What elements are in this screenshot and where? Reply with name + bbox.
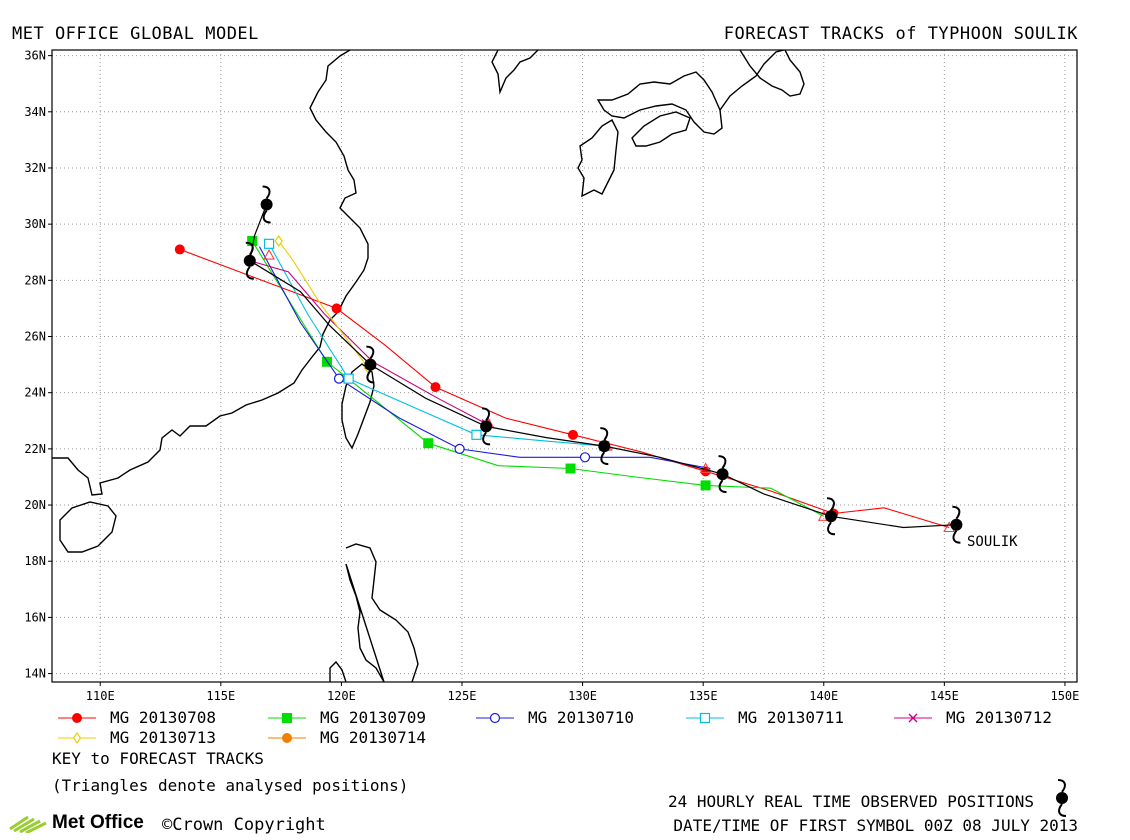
observed-track-line [249, 204, 957, 529]
forecast-point [565, 463, 576, 474]
observed-track [243, 185, 963, 544]
forecast-point [331, 303, 342, 314]
philippines-south-coastline [329, 660, 347, 682]
luzon-coastline [345, 543, 419, 682]
honshu-north-coastline [719, 50, 785, 111]
lon-tick-label: 110E [86, 689, 115, 703]
typhoon-symbol-icon [1056, 779, 1068, 817]
crown-copyright: ©Crown Copyright [162, 815, 326, 835]
typhoon-symbol-icon [825, 497, 837, 536]
lat-tick-label: 26N [24, 330, 46, 344]
typhoon-symbol-icon [480, 407, 493, 446]
forecast-track-line [268, 243, 605, 447]
lon-tick-label: 125E [448, 689, 477, 703]
forecast-point [471, 429, 482, 440]
typhoon-symbol-icon [950, 505, 963, 544]
lon-tick-label: 130E [568, 689, 597, 703]
honshu-coastline [596, 71, 723, 135]
header-left-title: MET OFFICE GLOBAL MODEL [12, 24, 259, 44]
hainan-coastline [59, 501, 117, 553]
header-right-title: FORECAST TRACKS of TYPHOON SOULIK [723, 24, 1078, 44]
met-office-brand-text: Met Office [52, 812, 144, 833]
lat-tick-label: 36N [24, 49, 46, 63]
lat-tick-label: 24N [24, 386, 46, 400]
lat-tick-label: 16N [24, 610, 46, 624]
triangles-note: (Triangles denote analysed positions) [52, 776, 409, 795]
coastlines [52, 50, 805, 682]
forecast-track-line [278, 240, 369, 368]
observed-positions-label: 24 HOURLY REAL TIME OBSERVED POSITIONS [667, 792, 1034, 811]
lat-tick-label: 14N [24, 667, 46, 681]
typhoon-symbol-icon [598, 427, 611, 466]
analysed-position-triangle [699, 462, 712, 474]
map-frame [51, 49, 1078, 683]
legend-entry-label: MG 20130712 [946, 708, 1052, 727]
legend-entry-label: MG 20130713 [110, 728, 216, 747]
forecast-track-line [249, 260, 487, 425]
forecast-point [454, 443, 465, 454]
key-title: KEY to FORECAST TRACKS [52, 749, 264, 768]
first-symbol-datetime: DATE/TIME OF FIRST SYMBOL 00Z 08 JULY 20… [673, 816, 1078, 835]
legend-entry-label: MG 20130711 [738, 708, 844, 727]
lat-tick-label: 18N [24, 554, 46, 568]
storm-name-label: SOULIK [967, 534, 1018, 550]
china-coastline [52, 50, 369, 496]
taiwan-coastline [341, 363, 375, 450]
shikoku-coastline [631, 111, 691, 147]
forecast-point [700, 480, 711, 491]
lat-tick-label: 30N [24, 217, 46, 231]
forecast-point [423, 438, 434, 449]
forecast-point [333, 373, 345, 384]
lat-tick-label: 22N [24, 442, 46, 456]
met-office-logo-icon [9, 815, 47, 833]
legend-swatch-marker [699, 712, 711, 724]
forecast-point [263, 238, 275, 249]
typhoon-symbol-icon [364, 345, 377, 384]
legend-swatch-marker [72, 731, 82, 745]
forecast-point [174, 244, 185, 255]
lat-tick-label: 20N [24, 498, 46, 512]
forecast-point [567, 429, 578, 440]
typhoon-symbol-icon [260, 185, 273, 224]
legend-swatch-marker [282, 733, 292, 743]
lon-tick-label: 115E [206, 689, 235, 703]
legend-swatch-marker [72, 713, 82, 723]
legend-swatch-marker [282, 713, 292, 723]
lon-tick-label: 145E [930, 689, 959, 703]
forecast-track-line [251, 240, 825, 517]
lat-tick-label: 34N [24, 105, 46, 119]
forecast-point [579, 452, 591, 463]
lat-tick-label: 28N [24, 273, 46, 287]
analysed-position-triangle [263, 248, 275, 260]
legend-entry-label: MG 20130709 [320, 708, 426, 727]
typhoon-symbol-icon [243, 241, 256, 280]
lon-tick-label: 140E [809, 689, 838, 703]
forecast-point [430, 382, 441, 393]
lon-tick-label: 150E [1050, 689, 1079, 703]
lon-tick-label: 120E [327, 689, 356, 703]
legend: MG 20130708 MG 20130709 MG 20130710 MG 2013… [58, 708, 1052, 747]
forecast-point [274, 234, 283, 248]
map-grid [52, 50, 1077, 682]
met-office-logo: Met Office [8, 812, 144, 834]
legend-entry-label: MG 20130710 [528, 708, 634, 727]
legend-swatch-marker [908, 713, 918, 723]
japan-north-coastline [739, 50, 805, 97]
lat-tick-label: 32N [24, 161, 46, 175]
kyushu-coastline [577, 119, 619, 198]
axis-tick-labels: 110E 115E 120E 125E 130E 135E 140E 145E 150E 14N 1… [24, 49, 1079, 703]
korea-coastline [491, 50, 539, 95]
lon-tick-label: 135E [689, 689, 718, 703]
typhoon-symbol-icon [716, 455, 729, 494]
legend-entry-label: MG 20130714 [320, 728, 426, 747]
forecast-point [247, 236, 258, 247]
legend-entry-label: MG 20130708 [110, 708, 216, 727]
forecast-point [343, 373, 354, 384]
legend-swatch-marker [489, 712, 501, 724]
